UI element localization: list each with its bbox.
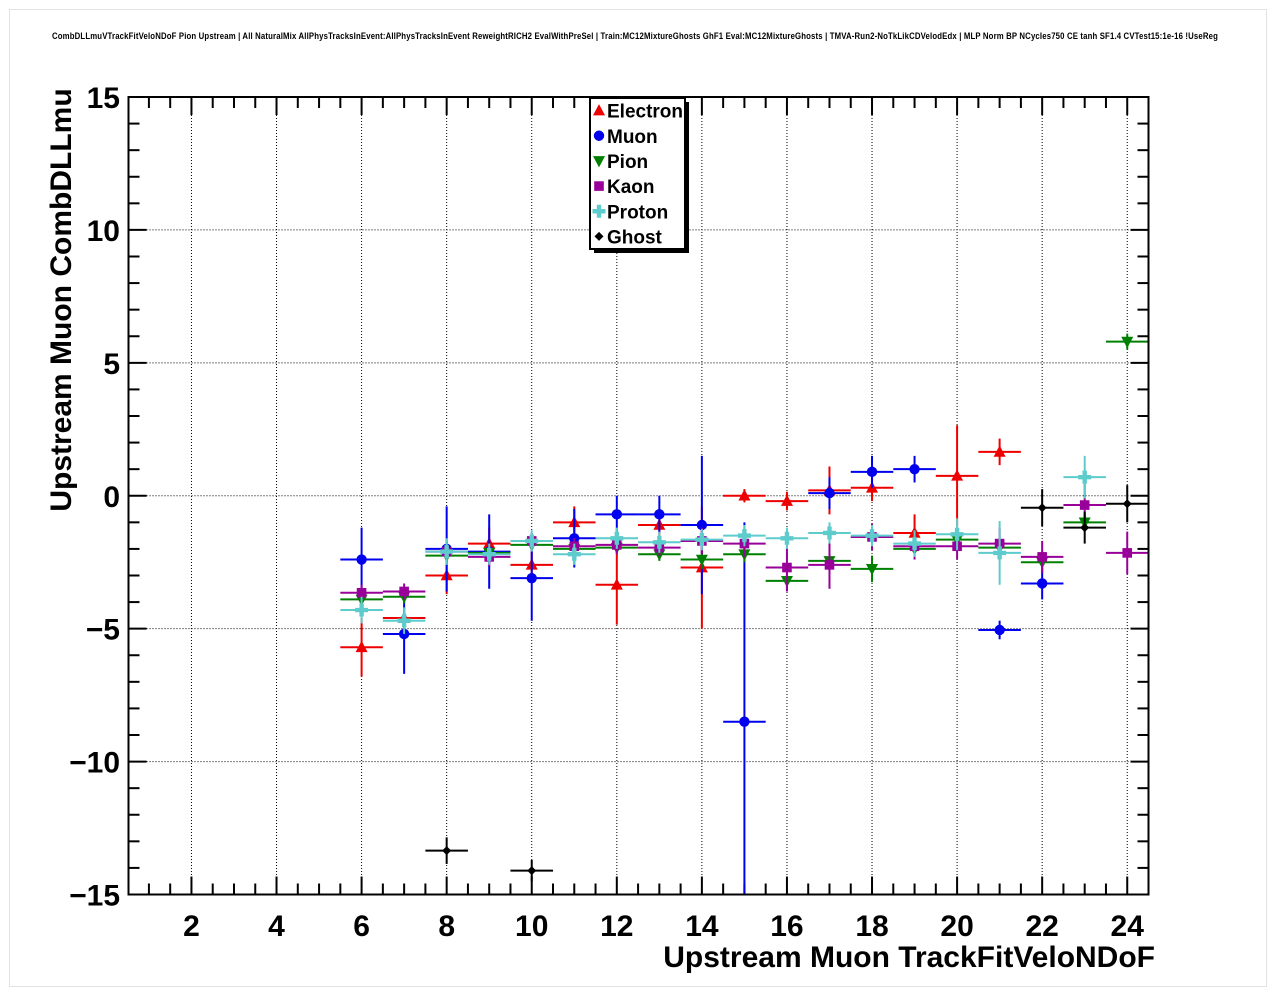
legend-label: Electron bbox=[607, 102, 683, 123]
y-tick-label: 0 bbox=[103, 481, 120, 514]
legend-entry-ghost: Ghost bbox=[594, 227, 663, 248]
axis-ticks bbox=[128, 97, 1149, 895]
series-ghost bbox=[425, 485, 1149, 882]
x-tick-label: 8 bbox=[438, 910, 455, 943]
legend-label: Ghost bbox=[607, 227, 663, 248]
legend-label: Kaon bbox=[607, 177, 655, 198]
x-tick-label: 6 bbox=[353, 910, 370, 943]
x-tick-label: 20 bbox=[940, 910, 973, 943]
x-tick-label: 10 bbox=[515, 910, 548, 943]
legend-entry-proton: Proton bbox=[592, 202, 668, 223]
legend-entry-pion: Pion bbox=[593, 152, 648, 173]
legend-entry-muon: Muon bbox=[593, 127, 658, 148]
legend: Electron Muon Pion Kaon Proton Ghost bbox=[589, 97, 689, 253]
legend-label: Proton bbox=[607, 202, 668, 223]
x-tick-label: 4 bbox=[268, 910, 285, 943]
x-tick-label: 18 bbox=[855, 910, 888, 943]
plot-title: CombDLLmuVTrackFitVeloNDoF Pion Upstream… bbox=[52, 31, 1218, 41]
y-tick-label: −5 bbox=[86, 614, 120, 647]
legend-label: Pion bbox=[607, 152, 648, 173]
legend-entry-kaon: Kaon bbox=[594, 177, 655, 198]
y-tick-label: −15 bbox=[69, 880, 120, 913]
y-tick-label: 5 bbox=[103, 348, 120, 381]
x-tick-label: 22 bbox=[1025, 910, 1058, 943]
x-axis-title: Upstream Muon TrackFitVeloNDoF bbox=[663, 941, 1155, 974]
x-tick-label: 2 bbox=[183, 910, 200, 943]
x-tick-label: 12 bbox=[600, 910, 633, 943]
series-proton bbox=[340, 455, 1106, 634]
legend-entry-electron: Electron bbox=[593, 102, 683, 123]
x-tick-label: 14 bbox=[685, 910, 719, 943]
y-tick-label: 10 bbox=[87, 215, 120, 248]
x-tick-label: 24 bbox=[1111, 910, 1145, 943]
y-tick-label: 15 bbox=[87, 82, 120, 115]
x-tick-label: 16 bbox=[770, 910, 803, 943]
y-tick-label: −10 bbox=[69, 747, 120, 780]
data-series bbox=[340, 333, 1149, 895]
legend-label: Muon bbox=[607, 127, 658, 148]
